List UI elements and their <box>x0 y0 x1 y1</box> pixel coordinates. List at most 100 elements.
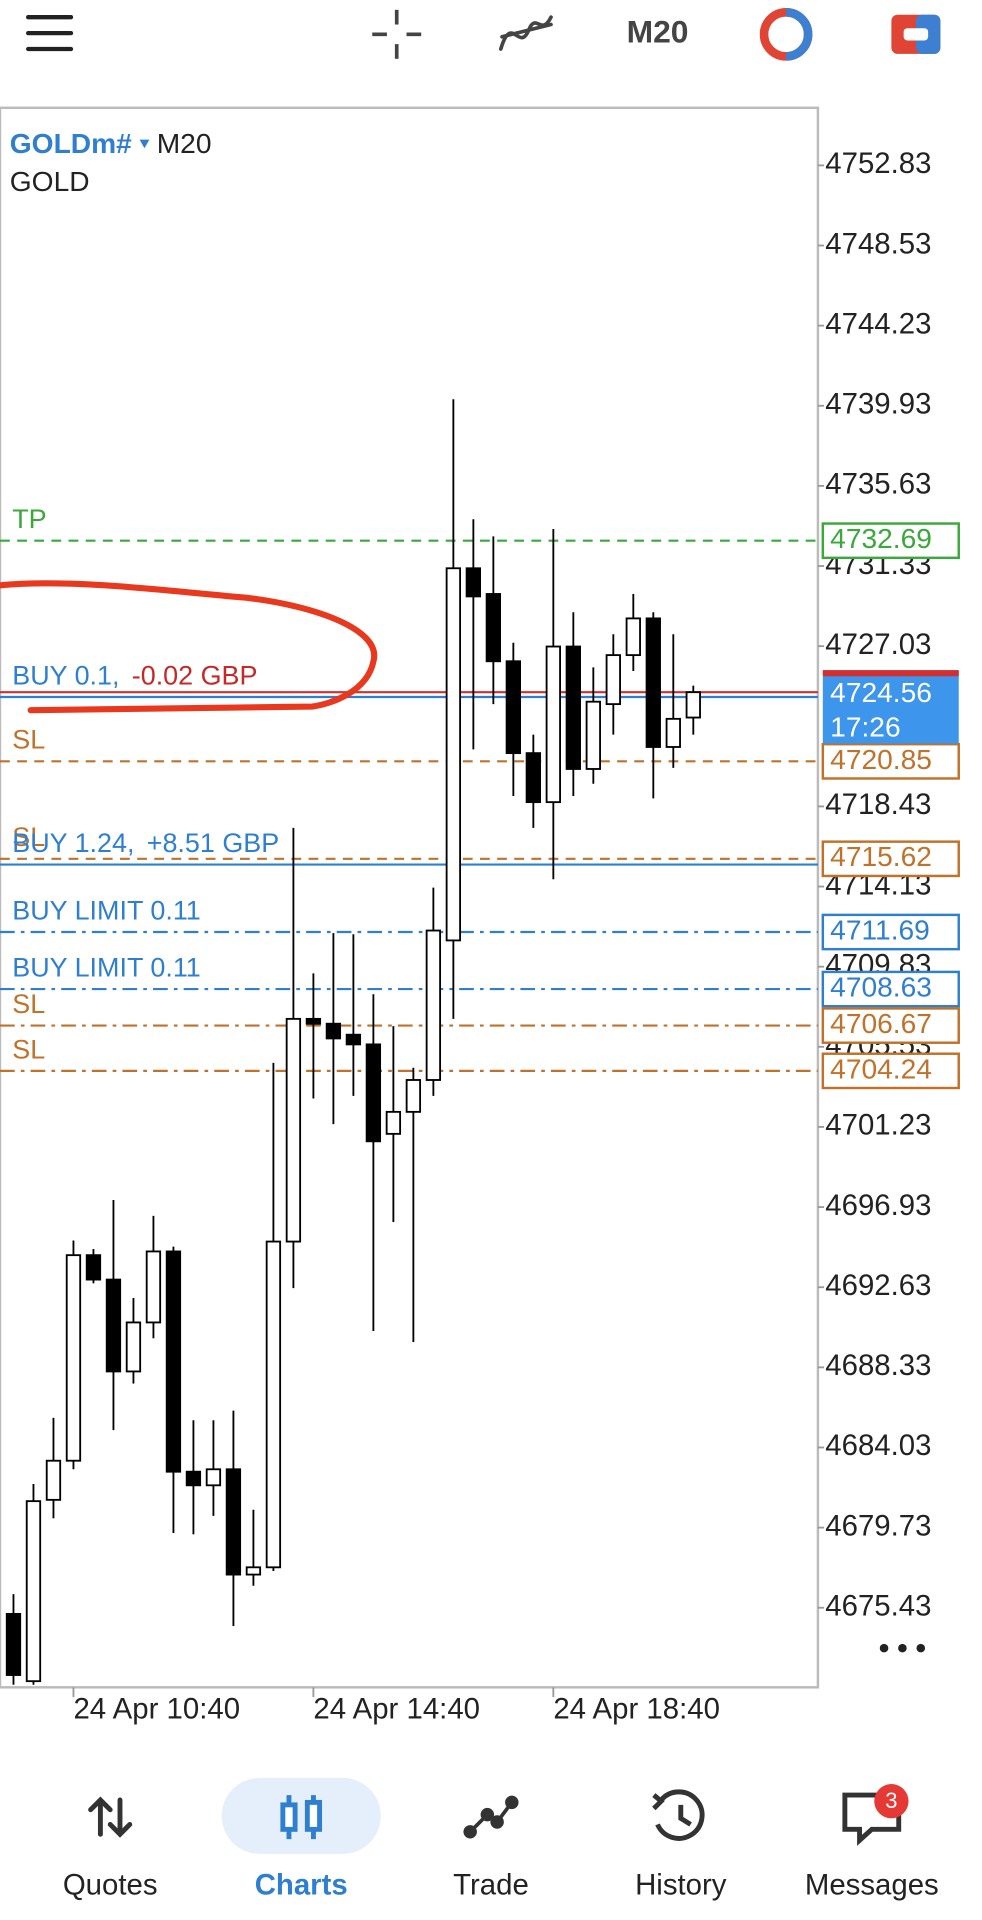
level-label: SL <box>12 1034 45 1064</box>
x-tick-label: 24 Apr 14:40 <box>313 1692 480 1725</box>
level-label: SL <box>12 822 45 852</box>
active-tab-highlight <box>221 1777 381 1854</box>
nav-label[interactable]: Trade <box>453 1869 529 1902</box>
y-tick-label: 4752.83 <box>825 147 931 180</box>
level-label: SL <box>12 725 45 755</box>
y-tick-label: 4739.93 <box>825 388 931 421</box>
y-tick-label: 4692.63 <box>825 1269 931 1302</box>
level-price-label: 4706.67 <box>830 1008 932 1039</box>
level-price-box <box>821 742 960 780</box>
candle-body <box>205 1468 222 1487</box>
candle-body <box>445 567 462 942</box>
nav-label[interactable]: Charts <box>255 1869 348 1902</box>
y-tick-label: 4679.73 <box>825 1509 931 1542</box>
level-label: SL <box>12 989 45 1019</box>
more-button[interactable] <box>879 1643 926 1653</box>
candle-body <box>685 691 701 719</box>
indicators-button[interactable] <box>498 15 553 51</box>
trade-button[interactable] <box>891 14 941 54</box>
level-name: SL <box>12 822 45 852</box>
history-icon[interactable] <box>652 1789 705 1841</box>
y-tick-label: 4744.23 <box>825 307 931 340</box>
bottom-nav: Quotes Charts Trade History Messages 3 <box>63 1788 939 1901</box>
candle-body <box>605 654 621 706</box>
level-label: TP <box>12 504 46 534</box>
one-click-trading-button[interactable] <box>759 7 813 61</box>
candle-body <box>225 1468 242 1576</box>
candle-body <box>425 929 442 1081</box>
symbol-dropdown-icon[interactable] <box>139 139 150 149</box>
nav-label[interactable]: History <box>635 1869 727 1902</box>
level-name: TP <box>12 504 46 534</box>
level-label: BUY 0.1, -0.02 GBP <box>12 661 257 691</box>
charts-icon[interactable] <box>280 1795 323 1840</box>
y-tick-label: 4735.63 <box>825 468 931 501</box>
candle-body <box>325 1022 342 1040</box>
level-price-box <box>821 1052 960 1090</box>
level-price-label: 4711.69 <box>830 914 930 945</box>
crosshair-button[interactable] <box>372 9 422 59</box>
candle-body <box>345 1033 362 1046</box>
candle-body <box>45 1459 62 1501</box>
candle-body <box>525 752 541 804</box>
candle-body <box>485 593 502 663</box>
badge-count: 3 <box>885 1788 897 1813</box>
level-price-box <box>821 1007 960 1044</box>
chart-description: GOLD <box>10 166 90 197</box>
nav-label[interactable]: Quotes <box>63 1869 158 1902</box>
candle-body <box>665 717 681 748</box>
candle-body <box>465 567 482 598</box>
trade-icon[interactable] <box>463 1795 519 1839</box>
level-price-box <box>821 840 960 878</box>
quotes-icon[interactable] <box>88 1796 133 1838</box>
candle-body <box>85 1254 102 1281</box>
current-price-marker <box>822 670 959 677</box>
candle-body <box>5 1612 22 1676</box>
candle-body <box>305 1017 322 1025</box>
y-tick-label: 4684.03 <box>825 1429 931 1462</box>
candle-body <box>285 1017 302 1243</box>
level-price-box <box>821 970 960 1008</box>
nav-label[interactable]: Messages <box>805 1869 939 1902</box>
level-name: BUY LIMIT 0.11 <box>12 953 201 983</box>
level-price-label: 4708.63 <box>830 971 932 1002</box>
level-price-label: 4720.85 <box>830 744 932 775</box>
candles <box>5 399 701 1685</box>
level-profit: -0.02 GBP <box>132 661 258 691</box>
level-name: BUY LIMIT 0.11 <box>12 896 201 926</box>
chart-frame <box>0 106 820 1689</box>
level-label: BUY 1.24, +8.51 GBP <box>12 828 279 858</box>
y-tick-label: 4727.03 <box>825 628 931 661</box>
candle-body <box>105 1278 122 1373</box>
timeframe-button[interactable]: M20 <box>627 14 689 50</box>
level-price-label: 4732.69 <box>830 523 932 554</box>
candle-body <box>165 1250 182 1473</box>
x-tick-label: 24 Apr 18:40 <box>553 1692 720 1725</box>
level-name: BUY 1.24, <box>12 828 134 858</box>
level-profit: +8.51 GBP <box>147 828 279 858</box>
candle-body <box>245 1566 262 1576</box>
x-tick-label: 24 Apr 10:40 <box>73 1692 240 1725</box>
level-label: BUY LIMIT 0.11 <box>12 953 201 983</box>
y-tick-label: 4748.53 <box>825 227 931 260</box>
candle-body <box>365 1043 382 1143</box>
candle-body <box>565 645 581 770</box>
menu-button[interactable] <box>26 15 74 52</box>
chart-symbol[interactable]: GOLDm# <box>10 128 132 159</box>
y-tick-label: 4688.33 <box>825 1349 931 1382</box>
level-label: BUY LIMIT 0.11 <box>12 896 201 926</box>
y-tick-label: 4701.23 <box>825 1109 931 1142</box>
y-tick-label: 4718.43 <box>825 788 931 821</box>
candle-body <box>385 1110 402 1135</box>
candle-body <box>625 617 641 657</box>
candle-body <box>645 617 661 748</box>
candle-body <box>405 1079 422 1113</box>
bar-countdown: 17:26 <box>830 711 900 742</box>
candle-body <box>265 1240 282 1569</box>
y-tick-label: 4696.93 <box>825 1189 931 1222</box>
level-name: SL <box>12 989 45 1019</box>
level-price-box <box>821 913 960 951</box>
current-price-box <box>822 670 959 744</box>
